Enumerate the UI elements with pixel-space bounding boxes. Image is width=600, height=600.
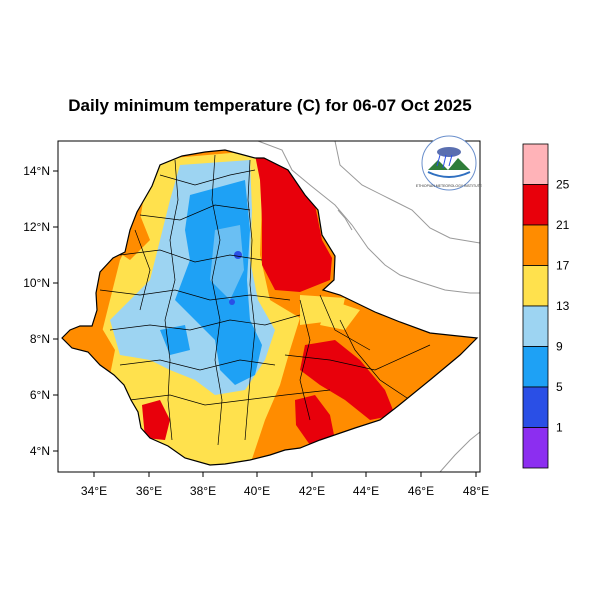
- legend-label: 13: [556, 299, 570, 313]
- x-tick-label: 38°E: [190, 484, 216, 498]
- y-tick-label: 12°N: [23, 220, 50, 234]
- y-tick-label: 14°N: [23, 164, 50, 178]
- x-tick-label: 46°E: [408, 484, 434, 498]
- legend-swatch: [522, 346, 549, 388]
- institute-logo: ETHIOPIAN METEOROLOGY INSTITUTE: [416, 135, 483, 191]
- legend-swatch: [522, 427, 549, 469]
- legend-swatch: [522, 305, 549, 347]
- y-axis: [53, 170, 58, 452]
- legend-label: 9: [556, 340, 563, 354]
- x-tick-label: 34°E: [81, 484, 107, 498]
- legend-swatch: [522, 386, 549, 428]
- legend-label: 1: [556, 421, 563, 435]
- x-tick-label: 42°E: [299, 484, 325, 498]
- legend-label: 25: [556, 178, 570, 192]
- y-tick-label: 4°N: [30, 444, 50, 458]
- legend-label: 21: [556, 218, 570, 232]
- legend-swatch: [522, 143, 549, 185]
- y-tick-label: 6°N: [30, 388, 50, 402]
- x-tick-labels: 34°E 36°E 38°E 40°E 42°E 44°E 46°E 48°E: [81, 484, 489, 498]
- x-tick-label: 36°E: [136, 484, 162, 498]
- logo-text: ETHIOPIAN METEOROLOGY INSTITUTE: [416, 184, 483, 188]
- x-tick-label: 44°E: [353, 484, 379, 498]
- legend-swatch: [522, 184, 549, 226]
- admin-boundaries: [99, 154, 431, 446]
- map-title: Daily minimum temperature (C) for 06-07 …: [68, 96, 472, 115]
- legend-swatch: [522, 265, 549, 307]
- color-legend: 25 21 17 13 9 5 1: [522, 143, 570, 469]
- x-tick-label: 48°E: [463, 484, 489, 498]
- y-tick-label: 10°N: [23, 276, 50, 290]
- legend-label: 17: [556, 259, 570, 273]
- x-tick-label: 40°E: [244, 484, 270, 498]
- legend-label: 5: [556, 380, 563, 394]
- legend-swatch: [522, 224, 549, 266]
- map-area: [58, 141, 480, 472]
- map-frame: [57, 140, 481, 473]
- y-tick-label: 8°N: [30, 332, 50, 346]
- country-outline: [61, 149, 479, 466]
- x-axis: [93, 472, 477, 477]
- y-tick-labels: 14°N 12°N 10°N 8°N 6°N 4°N: [23, 164, 50, 458]
